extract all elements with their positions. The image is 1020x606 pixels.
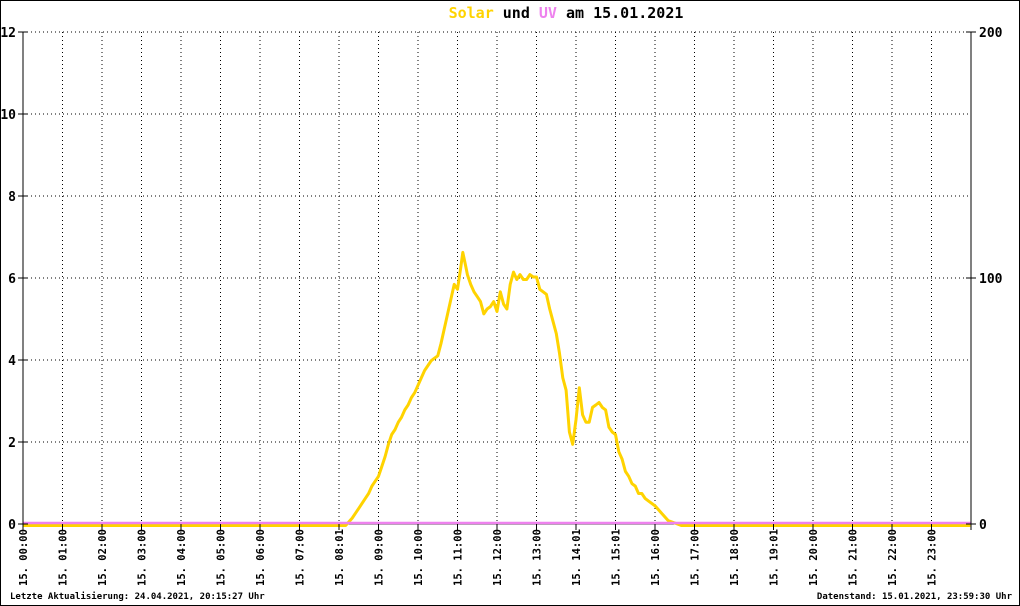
x-axis-tick-label: 15. 08:01 (334, 529, 346, 586)
left-axis-tick-label: 8 (8, 190, 16, 205)
chart-title: Solar und UV am 15.01.2021 (57, 4, 1019, 22)
x-axis-tick-label: 15. 02:00 (97, 529, 109, 586)
x-axis-tick-label: 15. 16:00 (650, 529, 662, 586)
x-axis-tick-label: 15. 09:00 (374, 529, 386, 586)
right-axis-tick-label: 100 (979, 272, 1003, 287)
x-axis-tick-label: 15. 20:00 (808, 529, 820, 586)
chart-title-conjunction: und (502, 4, 530, 22)
x-axis-tick-label: 15. 21:00 (848, 529, 860, 586)
x-axis-tick-label: 15. 10:00 (413, 529, 425, 586)
chart-title-date: am 15.01.2021 (566, 4, 684, 22)
x-axis-tick-label: 15. 12:00 (492, 529, 504, 586)
x-axis-tick-label: 15. 13:00 (532, 529, 544, 586)
x-axis-tick-label: 15. 03:00 (137, 529, 149, 586)
left-axis-tick-label: 12 (1, 26, 16, 41)
x-axis-tick-label: 15. 18:00 (729, 529, 741, 586)
x-axis-tick-label: 15. 07:00 (295, 529, 307, 586)
right-axis-tick-label: 0 (979, 518, 987, 533)
x-axis-tick-label: 15. 04:00 (176, 529, 188, 586)
x-axis-tick-label: 15. 19:01 (769, 529, 781, 586)
left-axis-tick-label: 10 (1, 108, 16, 123)
left-axis-tick-label: 4 (8, 354, 16, 369)
x-axis-tick-label: 15. 23:00 (927, 529, 939, 586)
x-axis-tick-label: 15. 00:00 (18, 529, 30, 586)
x-axis-tick-label: 15. 15:01 (611, 529, 623, 586)
left-axis-tick-label: 0 (8, 518, 16, 533)
x-axis-tick-label: 15. 06:00 (255, 529, 267, 586)
right-axis-tick-label: 200 (979, 26, 1003, 41)
x-axis-tick-label: 15. 11:00 (453, 529, 465, 586)
chart-title-solar-legend: Solar (448, 4, 494, 22)
solar-line (23, 250, 971, 527)
x-axis-tick-label: 15. 14:01 (571, 529, 583, 586)
x-axis-tick-label: 15. 17:00 (690, 529, 702, 586)
x-axis-tick-label: 15. 01:00 (58, 529, 70, 586)
x-axis-tick-label: 15. 22:00 (887, 529, 899, 586)
chart-title-uv-legend: UV (538, 4, 557, 22)
x-axis-tick-label: 15. 05:00 (216, 529, 228, 586)
data-timestamp-text: Datenstand: 15.01.2021, 23:59:30 Uhr (816, 592, 1012, 602)
left-axis-tick-label: 6 (8, 272, 16, 287)
last-update-text: Letzte Aktualisierung: 24.04.2021, 20:15… (10, 592, 265, 602)
left-axis-tick-label: 2 (8, 436, 16, 451)
